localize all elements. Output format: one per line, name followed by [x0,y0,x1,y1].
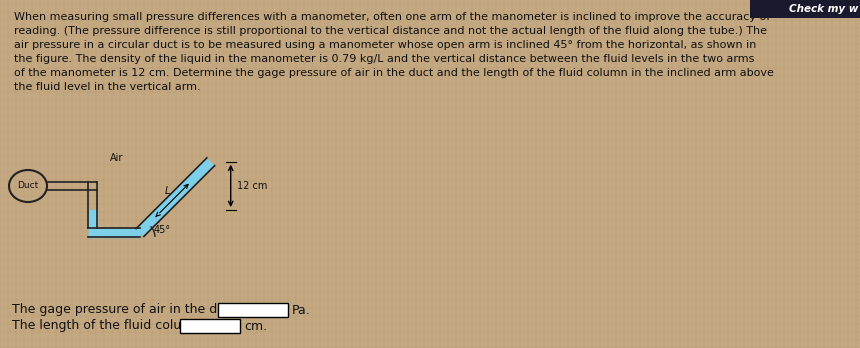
Text: 45°: 45° [154,225,171,235]
Text: Pa.: Pa. [292,303,310,316]
Text: Check my w: Check my w [789,4,858,14]
Text: When measuring small pressure differences with a manometer, often one arm of the: When measuring small pressure difference… [14,12,774,92]
Text: Air: Air [110,153,123,163]
FancyBboxPatch shape [218,303,288,317]
Text: The gage pressure of air in the duct is: The gage pressure of air in the duct is [12,303,251,316]
Polygon shape [136,158,215,236]
Text: The length of the fluid column is: The length of the fluid column is [12,319,215,332]
Text: 12 cm: 12 cm [237,181,267,191]
FancyBboxPatch shape [180,319,240,333]
Text: L: L [164,186,170,196]
Text: cm.: cm. [244,319,267,332]
Bar [750,0,860,18]
Text: Duct: Duct [17,182,39,190]
